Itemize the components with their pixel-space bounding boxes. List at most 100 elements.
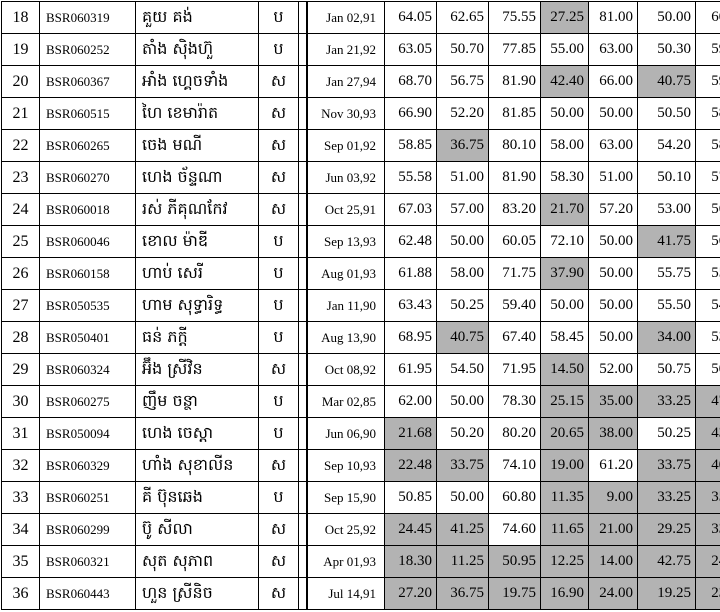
score-cell: 33.75 [638,450,696,482]
score-cell: 50.70 [437,34,489,66]
student-id-cell: BSR060319 [40,2,136,34]
student-name-cell: រស់ ភីគុណកែវ [136,194,259,226]
score-cell: 81.85 [489,98,541,130]
score-cell: 62.00 [385,386,437,418]
student-id-cell: BSR060443 [40,578,136,610]
student-name-cell: សុត សុភាព [136,546,259,578]
score-cell: 40.75 [437,322,489,354]
column-gap [299,546,307,578]
birth-date-cell: Aug 01,93 [307,258,385,290]
score-cell: 16.90 [541,578,589,610]
student-id-cell: BSR060515 [40,98,136,130]
score-cell: 50.00 [437,226,489,258]
score-cell: 36.75 [437,578,489,610]
score-cell: 40.75 [638,66,696,98]
column-gap [299,66,307,98]
score-cell: 75.55 [489,2,541,34]
score-cell: 61.95 [385,354,437,386]
gender-cell: ស [259,354,299,386]
student-name-cell: ចេង មណី [136,130,259,162]
score-cell: 43.50 [696,418,720,450]
score-cell: 14.50 [541,354,589,386]
student-name-cell: ធន់ ភក្តី [136,322,259,354]
row-number-cell: 31 [2,418,40,450]
score-cell: 81.00 [589,2,638,34]
score-cell: 56.75 [437,66,489,98]
score-cell: 63.05 [385,34,437,66]
student-name-cell: ហាប់ សេរី [136,258,259,290]
column-gap [299,98,307,130]
row-number-cell: 30 [2,386,40,418]
gender-cell: ប [259,2,299,34]
score-cell: 77.85 [489,34,541,66]
score-cell: 64.05 [385,2,437,34]
student-id-cell: BSR060324 [40,354,136,386]
score-cell: 81.90 [489,162,541,194]
student-id-cell: BSR060367 [40,66,136,98]
score-cell: 33.75 [437,450,489,482]
gender-cell: ប [259,34,299,66]
score-cell: 40.71 [696,450,720,482]
student-name-cell: ខោល ម៉ាឌី [136,226,259,258]
column-gap [299,450,307,482]
birth-date-cell: Jul 14,91 [307,578,385,610]
score-cell: 19.25 [638,578,696,610]
student-name-cell: គួយ គង់ [136,2,259,34]
student-name-cell: ហេង ចេស្តា [136,418,259,450]
birth-date-cell: Oct 08,92 [307,354,385,386]
score-cell: 18.30 [385,546,437,578]
score-cell: 38.00 [589,418,638,450]
score-cell: 62.65 [437,2,489,34]
score-cell: 11.65 [541,514,589,546]
student-name-cell: គី ប៊ុនឆេង [136,482,259,514]
column-gap [299,2,307,34]
score-cell: 36.75 [437,130,489,162]
gender-cell: ប [259,482,299,514]
student-name-cell: ញឹម ចន្ថា [136,386,259,418]
column-gap [299,354,307,386]
student-id-cell: BSR060018 [40,194,136,226]
student-id-cell: BSR060270 [40,162,136,194]
score-cell: 21.70 [541,194,589,226]
score-cell: 81.90 [489,66,541,98]
score-cell: 68.95 [385,322,437,354]
gender-cell: ប [259,290,299,322]
row-number-cell: 29 [2,354,40,386]
score-cell: 53.00 [638,194,696,226]
score-cell: 11.35 [541,482,589,514]
score-cell: 21.68 [385,418,437,450]
score-cell: 50.95 [489,546,541,578]
score-cell: 24.92 [696,546,720,578]
score-cell: 50.75 [638,354,696,386]
birth-date-cell: Sep 10,93 [307,450,385,482]
row-number-cell: 28 [2,322,40,354]
score-cell: 50.10 [638,162,696,194]
gender-cell: ស [259,578,299,610]
score-cell: 63.00 [589,130,638,162]
student-id-cell: BSR050535 [40,290,136,322]
column-gap [299,258,307,290]
row-number-cell: 36 [2,578,40,610]
column-gap [299,386,307,418]
score-cell: 50.25 [437,290,489,322]
score-cell: 59.40 [489,290,541,322]
student-name-cell: ប៊ូ សីលា [136,514,259,546]
score-cell: 58.45 [541,322,589,354]
score-cell: 74.60 [489,514,541,546]
student-id-cell: BSR060158 [40,258,136,290]
gender-cell: ស [259,130,299,162]
gender-cell: ស [259,66,299,98]
score-cell: 58.00 [541,130,589,162]
score-cell: 74.10 [489,450,541,482]
score-cell: 35.88 [696,482,720,514]
row-number-cell: 32 [2,450,40,482]
score-cell: 55.58 [385,162,437,194]
birth-date-cell: Sep 15,90 [307,482,385,514]
score-cell: 50.85 [385,482,437,514]
row-number-cell: 20 [2,66,40,98]
